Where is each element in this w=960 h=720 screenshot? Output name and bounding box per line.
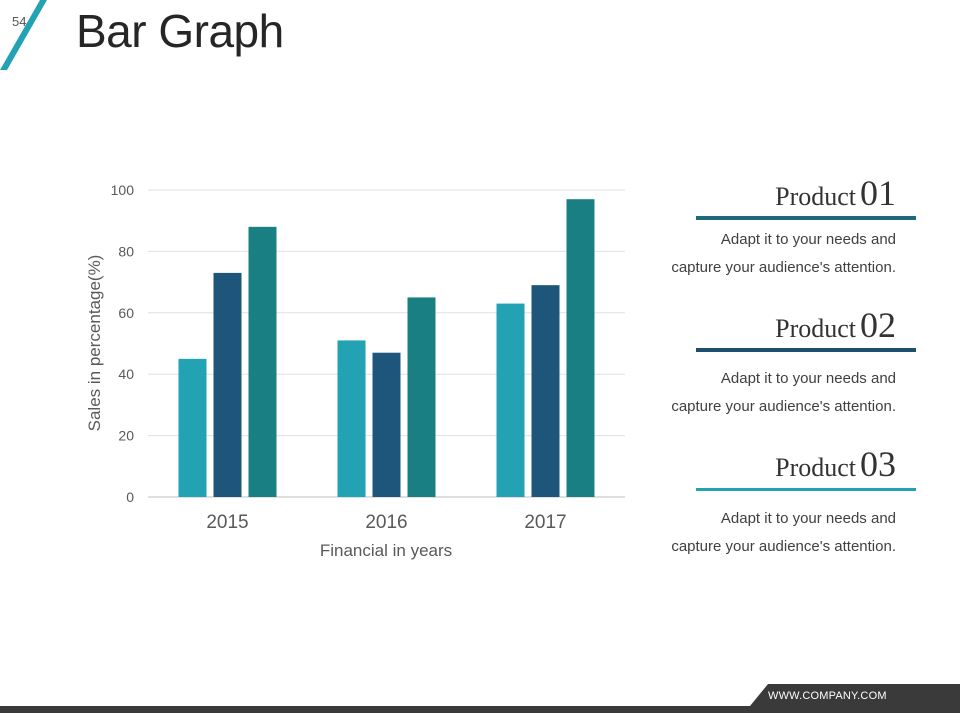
product-block-01: Product 01 Adapt it to your needs and ca…: [640, 170, 916, 280]
product-description-03: Adapt it to your needs and capture your …: [626, 505, 896, 561]
bar-chart: 0 20 40 60 80 100 2015 2016 2017 Financial in y…: [85, 182, 625, 560]
product-title-02: Product 02: [775, 304, 896, 346]
bar-2017-series-1: [496, 303, 525, 497]
corner-slash-decoration: [0, 0, 47, 70]
description-line-2: capture your audience's attention.: [671, 538, 896, 555]
description-line-2: capture your audience's attention.: [671, 259, 896, 276]
product-word: Product: [775, 314, 856, 343]
product-description-01: Adapt it to your needs and capture your …: [626, 226, 896, 282]
x-tick-label: 2017: [524, 512, 566, 533]
product-description-02: Adapt it to your needs and capture your …: [626, 365, 896, 421]
product-block-03: Product 03 Adapt it to your needs and ca…: [640, 441, 916, 561]
bar-2015-series-1: [178, 358, 207, 497]
description-line-1: Adapt it to your needs and: [720, 370, 896, 387]
product-number: 03: [860, 444, 896, 484]
product-rule-02: [696, 348, 916, 352]
bar-2016-series-1: [337, 340, 366, 497]
bars: [178, 199, 595, 497]
y-tick-label: 60: [118, 305, 134, 321]
y-tick-label: 0: [126, 489, 134, 505]
footer-url: WWW.COMPANY.COM: [768, 690, 887, 702]
product-block-02: Product 02 Adapt it to your needs and ca…: [640, 302, 916, 422]
product-number: 02: [860, 305, 896, 345]
x-tick-label: 2016: [365, 512, 407, 533]
footer-bar: [0, 706, 960, 713]
y-axis-ticks: 0 20 40 60 80 100: [111, 182, 135, 505]
bar-2017-series-2: [531, 285, 560, 497]
bar-2017-series-3: [566, 199, 595, 497]
product-title-03: Product 03: [775, 443, 896, 485]
bar-2016-series-2: [372, 352, 401, 497]
y-axis-label: Sales in percentage(%): [85, 255, 104, 432]
x-axis-label: Financial in years: [320, 541, 452, 560]
product-word: Product: [775, 182, 856, 211]
description-line-1: Adapt it to your needs and: [720, 231, 896, 248]
description-line-2: capture your audience's attention.: [671, 398, 896, 415]
y-tick-label: 100: [111, 182, 135, 198]
product-title-01: Product 01: [775, 172, 896, 214]
y-tick-label: 40: [118, 366, 134, 382]
slide-number: 54: [12, 14, 27, 29]
product-rule-01: [696, 216, 916, 220]
description-line-1: Adapt it to your needs and: [720, 510, 896, 527]
footer-tab: [750, 684, 960, 706]
bar-2015-series-2: [213, 272, 242, 497]
bar-2015-series-3: [248, 226, 277, 497]
x-tick-label: 2015: [206, 512, 248, 533]
slide-title: Bar Graph: [76, 5, 284, 57]
bar-2016-series-3: [407, 297, 436, 497]
product-rule-03: [696, 488, 916, 491]
y-tick-label: 20: [118, 428, 134, 444]
product-number: 01: [860, 173, 896, 213]
x-axis-ticks: 2015 2016 2017: [206, 512, 566, 533]
y-tick-label: 80: [118, 243, 134, 259]
product-word: Product: [775, 453, 856, 482]
